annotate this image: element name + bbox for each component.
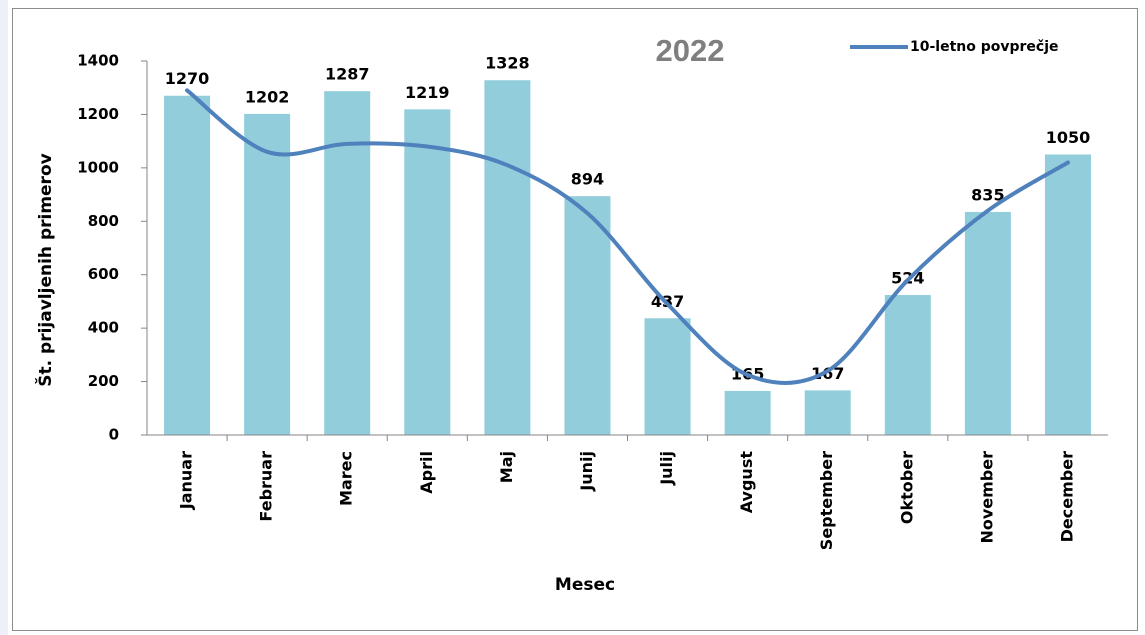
x-tick-label: April bbox=[417, 451, 436, 494]
x-tick-label: Januar bbox=[177, 451, 196, 510]
x-tick-label: Februar bbox=[257, 451, 276, 522]
data-label: 167 bbox=[811, 364, 844, 383]
y-tick-label: 200 bbox=[88, 372, 119, 390]
x-tick-label: September bbox=[817, 451, 836, 550]
data-label: 1328 bbox=[485, 54, 530, 73]
data-label: 894 bbox=[571, 170, 604, 189]
x-tick-label: December bbox=[1057, 451, 1076, 542]
data-label: 835 bbox=[971, 185, 1004, 204]
bar bbox=[404, 109, 451, 436]
x-tick-label: November bbox=[977, 451, 996, 544]
data-label: 1219 bbox=[405, 83, 450, 102]
line-series bbox=[185, 88, 1070, 385]
x-axis-label: Mesec bbox=[555, 575, 615, 595]
bar bbox=[884, 295, 931, 435]
y-tick-label: 1200 bbox=[77, 105, 119, 123]
bar bbox=[644, 318, 691, 435]
x-tick-label: Maj bbox=[497, 451, 516, 483]
data-label: 1287 bbox=[325, 65, 370, 84]
bar bbox=[1044, 154, 1091, 435]
bar bbox=[164, 95, 211, 435]
bar bbox=[244, 113, 291, 435]
x-tick-label: Avgust bbox=[737, 451, 756, 514]
x-tick-label: Junij bbox=[577, 451, 596, 492]
bar bbox=[724, 390, 771, 435]
chart-title: 2022 bbox=[656, 33, 725, 68]
data-label: 1202 bbox=[245, 87, 290, 106]
x-tick-label: Marec bbox=[337, 451, 356, 506]
data-label: 1050 bbox=[1046, 128, 1091, 147]
y-tick-label: 800 bbox=[88, 212, 119, 230]
x-tick-label: Julij bbox=[657, 451, 676, 486]
y-tick-label: 600 bbox=[88, 265, 119, 283]
y-axis-label: Št. prijavljenih primerov bbox=[34, 153, 56, 386]
y-tick-label: 400 bbox=[88, 319, 119, 337]
bar bbox=[484, 80, 531, 435]
bar bbox=[804, 390, 851, 435]
side-stripe bbox=[0, 0, 8, 635]
y-tick-label: 0 bbox=[109, 426, 119, 444]
y-tick-label: 1400 bbox=[77, 52, 119, 70]
y-tick-label: 1000 bbox=[77, 158, 119, 176]
bar bbox=[564, 196, 611, 435]
data-label: 1270 bbox=[165, 69, 210, 88]
legend-label: 10-letno povprečje bbox=[910, 39, 1059, 55]
bar bbox=[324, 91, 371, 436]
x-tick-label: Oktober bbox=[897, 451, 916, 524]
bar bbox=[964, 211, 1011, 435]
